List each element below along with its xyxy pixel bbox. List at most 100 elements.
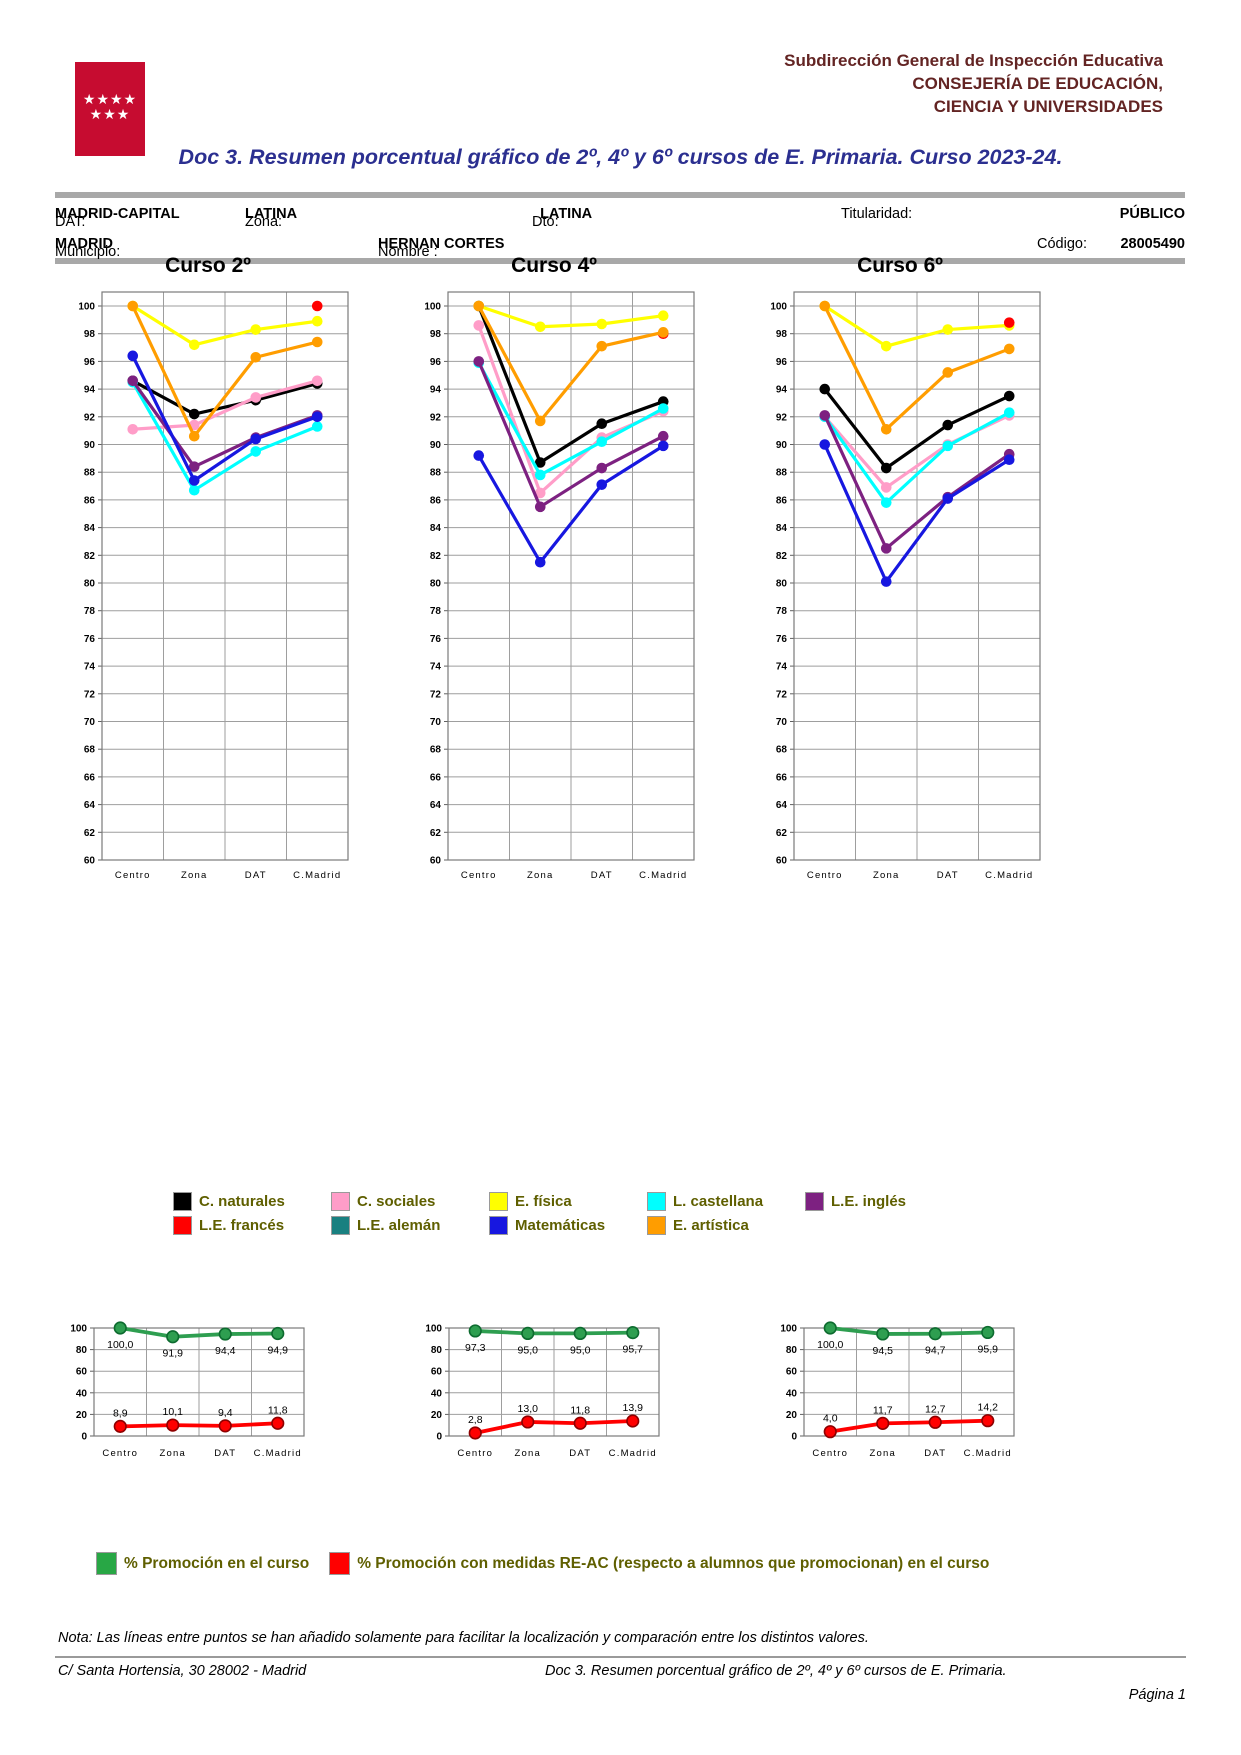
- svg-text:60: 60: [430, 856, 442, 867]
- legend-swatch-icon: [96, 1552, 117, 1575]
- legend-label: C. sociales: [357, 1193, 436, 1210]
- legend-label: C. naturales: [199, 1193, 285, 1210]
- promotion-legend-item: % Promoción en el curso: [96, 1552, 309, 1575]
- dat-label: DAT:: [55, 214, 86, 230]
- svg-text:Centro: Centro: [461, 870, 497, 881]
- chart-curso-2-title: Curso 2º: [165, 254, 251, 277]
- zona-value: LATINA: [245, 206, 298, 222]
- svg-text:40: 40: [431, 1388, 443, 1399]
- svg-text:88: 88: [430, 468, 442, 479]
- subject-legend: C. naturales C. sociales E. física L. caste…: [173, 1192, 963, 1235]
- org-line3: CIENCIA Y UNIVERSIDADES: [933, 96, 1163, 116]
- svg-text:DAT: DAT: [924, 1448, 946, 1459]
- svg-text:86: 86: [776, 495, 788, 506]
- svg-text:64: 64: [430, 800, 442, 811]
- subject-legend-item: C. sociales: [331, 1192, 489, 1211]
- svg-text:95,9: 95,9: [978, 1343, 999, 1355]
- madrid-stars-row1: ★★★★: [83, 91, 137, 107]
- svg-text:94: 94: [776, 385, 788, 396]
- svg-text:0: 0: [436, 1432, 442, 1443]
- svg-text:94,7: 94,7: [925, 1345, 946, 1357]
- svg-text:86: 86: [84, 495, 96, 506]
- svg-text:C.Madrid: C.Madrid: [639, 870, 687, 881]
- subject-legend-item: L.E. inglés: [805, 1192, 963, 1211]
- svg-text:76: 76: [84, 634, 96, 645]
- svg-text:C.Madrid: C.Madrid: [609, 1448, 657, 1459]
- chart-curso-2-plot: 60 62 64 66 68 70 72 74 76 78 80 82 84 86 88 90 92 94 96 98…: [78, 291, 349, 881]
- svg-text:11,8: 11,8: [570, 1404, 590, 1416]
- promotion-charts-row: 0 20 40 60 80 100 Centro Zona DAT C.Madrid 100,0 91…: [58, 1316, 1020, 1468]
- subject-legend-item: E. artística: [647, 1216, 805, 1235]
- legend-label: E. física: [515, 1193, 572, 1210]
- svg-text:70: 70: [430, 717, 442, 728]
- footer-address: C/ Santa Hortensia, 30 28002 - Madrid: [58, 1663, 307, 1679]
- subject-legend-item: L. castellana: [647, 1192, 805, 1211]
- svg-text:60: 60: [84, 856, 96, 867]
- svg-text:86: 86: [430, 495, 442, 506]
- svg-text:98: 98: [776, 329, 788, 340]
- svg-text:10,1: 10,1: [163, 1406, 184, 1418]
- svg-text:20: 20: [431, 1410, 443, 1421]
- legend-label: % Promoción en el curso: [124, 1554, 310, 1572]
- svg-text:78: 78: [776, 606, 788, 617]
- svg-text:Zona: Zona: [870, 1448, 896, 1459]
- titularidad-label: Titularidad:: [841, 206, 913, 222]
- svg-text:82: 82: [430, 551, 442, 562]
- nombre-label: Nombre :: [378, 244, 438, 260]
- svg-text:Centro: Centro: [812, 1448, 848, 1459]
- svg-text:11,8: 11,8: [268, 1404, 288, 1416]
- svg-text:12,7: 12,7: [925, 1403, 946, 1415]
- promotion-legend: % Promoción en el curso % Promoción con m…: [96, 1552, 1009, 1575]
- chart-curso-2: Curso 2º 60 62 64 66 68 70 72 74 76 78 80 82 84 86 88 9…: [58, 254, 358, 901]
- legend-swatch-icon: [489, 1216, 508, 1235]
- titularidad-value: PÚBLICO: [1119, 206, 1185, 222]
- svg-text:Zona: Zona: [527, 870, 553, 881]
- svg-text:Centro: Centro: [807, 870, 843, 881]
- svg-text:74: 74: [430, 662, 442, 673]
- footer-rule: [55, 1656, 1186, 1658]
- nombre-value: HERNAN CORTES: [378, 236, 505, 252]
- legend-swatch-icon: [647, 1192, 666, 1211]
- svg-text:C.Madrid: C.Madrid: [985, 870, 1033, 881]
- svg-text:97,3: 97,3: [465, 1342, 486, 1354]
- subject-legend-item: L.E. alemán: [331, 1216, 489, 1235]
- svg-text:70: 70: [776, 717, 788, 728]
- svg-text:80: 80: [431, 1345, 443, 1356]
- legend-label: L.E. alemán: [357, 1217, 441, 1234]
- svg-text:64: 64: [84, 800, 96, 811]
- svg-text:Centro: Centro: [115, 870, 151, 881]
- svg-text:90: 90: [430, 440, 442, 451]
- svg-text:100: 100: [78, 302, 95, 313]
- svg-text:66: 66: [84, 772, 96, 783]
- svg-text:96: 96: [430, 357, 442, 368]
- chart-curso-4-title: Curso 4º: [511, 254, 597, 277]
- svg-text:100,0: 100,0: [107, 1339, 133, 1351]
- svg-text:100: 100: [425, 1324, 442, 1335]
- svg-text:94: 94: [84, 385, 96, 396]
- svg-text:80: 80: [84, 579, 96, 590]
- legend-swatch-icon: [647, 1216, 666, 1235]
- svg-text:94: 94: [430, 385, 442, 396]
- info-table: DAT: MADRID-CAPITAL Zona: LATINA Dto: LA…: [55, 192, 1185, 264]
- chart-curso-4: Curso 4º 60 62 64 66 68 70 72 74 76 78 80 82 84 86 88 9…: [404, 254, 704, 901]
- org-line2: CONSEJERÍA DE EDUCACIÓN,: [912, 73, 1163, 93]
- svg-text:84: 84: [84, 523, 96, 534]
- info-row-2: Municipio: MADRID Nombre : HERNAN CORTES…: [55, 228, 1185, 260]
- legend-label: Matemáticas: [515, 1217, 606, 1234]
- svg-text:80: 80: [786, 1345, 798, 1356]
- svg-text:13,0: 13,0: [518, 1403, 539, 1415]
- svg-text:100: 100: [70, 1324, 87, 1335]
- svg-text:68: 68: [776, 745, 788, 756]
- svg-text:92: 92: [430, 412, 442, 423]
- svg-text:60: 60: [786, 1367, 798, 1378]
- legend-swatch-icon: [329, 1552, 351, 1575]
- svg-text:60: 60: [776, 856, 788, 867]
- svg-text:94,9: 94,9: [268, 1345, 289, 1357]
- subject-legend-item: C. naturales: [173, 1192, 331, 1211]
- svg-text:96: 96: [776, 357, 788, 368]
- svg-text:DAT: DAT: [214, 1448, 236, 1459]
- svg-text:62: 62: [776, 828, 788, 839]
- legend-swatch-icon: [805, 1192, 824, 1211]
- legend-label: % Promoción con medidas RE-AC (respecto …: [357, 1554, 990, 1572]
